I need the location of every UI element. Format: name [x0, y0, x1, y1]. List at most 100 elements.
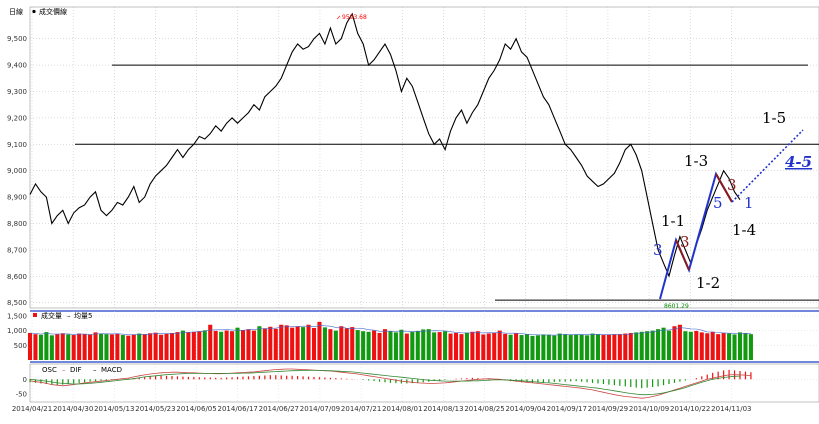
legend-price-marker: [32, 9, 36, 14]
volume-bar: [426, 329, 431, 360]
volume-bar: [727, 333, 732, 360]
macd-y-ticks: 0 -50: [16, 376, 27, 399]
x-tick-label: 2014/10/09: [629, 405, 669, 413]
volume-bar: [257, 326, 262, 360]
x-axis-date-labels: 2014/04/21 2014/04/30 2014/05/13 2014/05/23…: [12, 405, 752, 413]
volume-bar: [710, 331, 715, 360]
volume-bar: [415, 330, 420, 360]
volume-bar: [191, 331, 196, 360]
volume-bar: [98, 333, 104, 360]
volume-bar: [721, 332, 726, 360]
wave-label-1: 1: [744, 194, 754, 212]
volume-bar: [246, 329, 251, 360]
wave-projection-line: [731, 129, 804, 203]
volume-bar: [688, 331, 693, 360]
volume-bar: [590, 333, 595, 360]
volume-bar: [743, 333, 748, 360]
volume-bar: [344, 328, 349, 360]
volume-bar: [645, 331, 650, 360]
legend-dif: DIF: [70, 366, 81, 374]
x-tick-label: 2014/07/09: [300, 405, 340, 413]
x-tick-label: 2014/04/21: [12, 405, 52, 413]
volume-bar: [240, 330, 246, 360]
volume-bar: [208, 324, 213, 360]
support-resistance-lines: [75, 64, 819, 301]
volume-bar: [497, 330, 502, 360]
volume-bar: [382, 329, 388, 360]
x-tick-label: 2014/07/21: [341, 405, 381, 413]
volume-bar: [546, 334, 551, 360]
volume-bar: [694, 330, 699, 360]
volume-bar: [601, 335, 606, 360]
wave-label-1-4: 1-4: [732, 221, 756, 239]
legend-volume-ma: 均量5: [74, 311, 92, 320]
volume-bar: [197, 331, 202, 360]
volume-bar: [328, 329, 333, 360]
volume-bar: [514, 333, 519, 360]
volume-bar: [552, 335, 557, 360]
legend-macd: MACD: [101, 366, 122, 374]
volume-bar: [268, 326, 273, 360]
price-tick-label: 8,700: [7, 246, 27, 254]
volume-bar: [557, 333, 562, 360]
x-tick-label: 2014/05/13: [94, 405, 134, 413]
volume-bar: [563, 334, 568, 360]
volume-bar: [55, 334, 60, 360]
volume-bar: [153, 332, 158, 360]
volume-bar: [579, 334, 584, 360]
volume-ma-line: [29, 325, 751, 336]
volume-y-ticks: 1,500 1,000 500: [7, 312, 27, 349]
price-tick-label: 8,800: [7, 220, 27, 228]
volume-bar: [623, 333, 628, 360]
price-tick-label: 8,500: [7, 299, 27, 307]
x-tick-label: 2014/09/29: [588, 405, 628, 413]
volume-bar: [410, 331, 415, 360]
volume-tick-label: 1,000: [7, 327, 27, 335]
price-panel-frame: [29, 6, 819, 309]
volume-bar: [595, 334, 601, 360]
price-tick-label: 8,900: [7, 194, 27, 202]
volume-bar: [508, 334, 513, 360]
volume-bar: [524, 334, 530, 360]
volume-bar: [377, 332, 382, 360]
wave-label-1-3: 1-3: [684, 152, 708, 170]
volume-bar: [530, 335, 535, 360]
volume-bar: [464, 332, 469, 360]
volume-bar: [634, 332, 639, 360]
x-tick-label: 2014/08/13: [423, 405, 463, 413]
price-low-label: 8601.29: [664, 303, 689, 310]
volume-bar: [273, 328, 278, 360]
volume-tick-label: 1,500: [7, 312, 27, 320]
price-tick-label: 9,000: [7, 167, 27, 175]
volume-bar: [399, 329, 404, 360]
volume-bar: [372, 330, 377, 360]
volume-bar: [82, 334, 87, 360]
wave-label-3-blue: 3: [653, 241, 663, 259]
volume-bar: [60, 333, 65, 360]
volume-bar: [49, 335, 54, 360]
volume-bar: [650, 330, 655, 360]
x-tick-label: 2014/04/30: [53, 405, 93, 413]
volume-bar: [213, 330, 218, 360]
volume-bar: [361, 331, 366, 360]
volume-bar: [317, 321, 322, 360]
volume-bar: [683, 331, 688, 360]
volume-bar: [355, 330, 360, 360]
volume-bar: [159, 334, 164, 360]
volume-bar: [88, 334, 93, 360]
legend-volume-marker: [33, 313, 37, 317]
volume-bar: [284, 325, 289, 360]
volume-bar: [262, 328, 267, 360]
wave-correction-2: [715, 173, 733, 203]
volume-bar: [27, 332, 33, 360]
volume-bar: [109, 334, 114, 360]
volume-bar: [404, 333, 409, 360]
price-tick-label: 9,200: [7, 114, 27, 122]
volume-bar: [503, 333, 508, 360]
volume-bar: [492, 332, 497, 360]
volume-bar: [437, 332, 442, 360]
legend-price: 成交價線: [39, 7, 67, 16]
volume-bar: [737, 332, 743, 360]
volume-bar: [93, 332, 98, 360]
elliott-wave-drawing: [659, 129, 804, 300]
